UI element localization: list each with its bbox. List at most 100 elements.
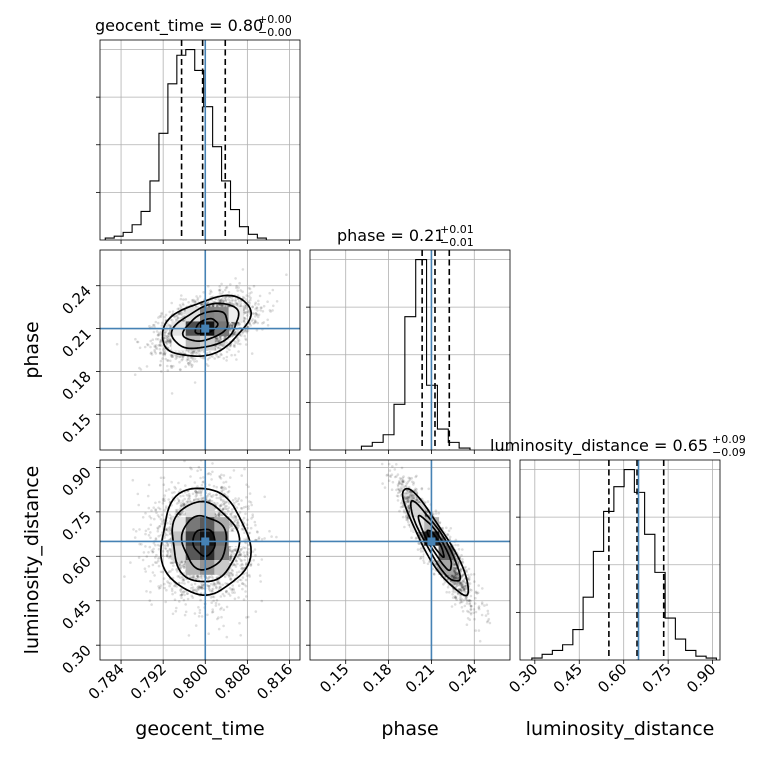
- sample-point: [198, 611, 202, 614]
- sample-point: [253, 320, 257, 323]
- sample-point: [181, 513, 184, 516]
- sample-point: [260, 306, 263, 310]
- sample-point: [159, 363, 162, 367]
- sample-point: [163, 586, 166, 590]
- sample-point: [212, 304, 215, 308]
- truth-marker-geocent_time-vs-phase: [201, 324, 210, 333]
- sample-point: [212, 584, 215, 587]
- sample-point: [191, 596, 195, 599]
- panel-layer: 0.30 0.45 0.60 0.75 0.900.150.180.210.240.78…: [58, 39, 721, 703]
- sample-point: [224, 299, 228, 303]
- sample-point: [275, 535, 278, 539]
- sample-point: [176, 316, 180, 320]
- sample-point: [246, 526, 249, 530]
- sample-point: [228, 301, 232, 305]
- sample-point: [212, 595, 216, 599]
- sample-point: [180, 504, 183, 507]
- sample-point: [193, 582, 197, 586]
- sample-point: [198, 353, 201, 356]
- sample-point: [194, 589, 198, 592]
- sample-point: [260, 599, 264, 603]
- sample-point: [149, 531, 152, 534]
- sample-point: [153, 348, 156, 352]
- sample-point: [196, 469, 199, 473]
- sample-point: [183, 513, 186, 516]
- sample-point: [232, 332, 236, 336]
- sample-point: [216, 337, 220, 340]
- frame-geocent_time-vs-phase: [99, 249, 301, 451]
- sample-point: [228, 574, 231, 577]
- hist-panel-geocent_time: [100, 40, 300, 240]
- sample-point: [230, 554, 233, 558]
- sample-point: [275, 300, 279, 303]
- sample-point: [200, 615, 204, 618]
- sample-point: [172, 564, 175, 567]
- sample-point: [168, 324, 171, 327]
- sample-point: [146, 494, 150, 498]
- sample-point: [208, 498, 212, 502]
- sample-point: [208, 575, 211, 579]
- sample-point: [156, 514, 160, 517]
- sample-point: [250, 319, 253, 323]
- sample-point: [243, 305, 246, 308]
- sample-point: [196, 298, 199, 302]
- sample-point: [201, 498, 204, 501]
- sample-point: [224, 298, 228, 302]
- sample-point: [244, 343, 248, 346]
- sample-point: [201, 303, 204, 306]
- sample-point: [183, 562, 186, 566]
- sample-point: [238, 551, 241, 554]
- sample-point: [162, 476, 166, 480]
- sample-point: [266, 300, 269, 304]
- sample-point: [268, 529, 271, 533]
- sample-point: [191, 358, 195, 361]
- sample-point: [167, 332, 170, 336]
- sample-point: [166, 364, 169, 368]
- sample-point: [192, 298, 195, 302]
- sample-point: [199, 586, 203, 590]
- sample-point: [230, 334, 234, 338]
- sample-point: [227, 490, 231, 493]
- xtick-label-luminosity_distance-1: 0.45: [550, 660, 586, 696]
- sample-point: [219, 338, 222, 342]
- sample-point: [187, 361, 190, 365]
- sample-point: [231, 323, 234, 327]
- sample-point: [231, 324, 235, 327]
- sample-point: [218, 285, 221, 288]
- sample-point: [199, 586, 202, 590]
- sample-point: [217, 304, 220, 307]
- title-geocent-time-plus: +0.00: [258, 13, 292, 26]
- sample-point: [223, 297, 227, 301]
- sample-point: [244, 590, 247, 593]
- sample-point: [194, 495, 198, 498]
- sample-point: [169, 561, 173, 564]
- sample-point: [179, 488, 182, 491]
- sample-point: [158, 343, 162, 347]
- sample-point: [232, 549, 235, 552]
- sample-point: [246, 325, 250, 329]
- sample-point: [228, 548, 232, 552]
- sample-point: [244, 584, 248, 588]
- sample-point: [168, 337, 172, 341]
- sample-point: [178, 303, 182, 307]
- sample-point: [175, 314, 179, 318]
- sample-point: [215, 304, 219, 307]
- sample-point: [247, 543, 250, 547]
- sample-point: [182, 579, 185, 582]
- sample-point: [181, 592, 184, 596]
- sample-point: [190, 351, 193, 355]
- sample-point: [143, 567, 147, 570]
- sample-point: [161, 497, 165, 501]
- sample-point: [241, 576, 245, 579]
- sample-point: [244, 305, 248, 308]
- sample-point: [180, 358, 183, 362]
- sample-point: [202, 302, 205, 306]
- sample-point: [229, 559, 233, 562]
- sample-point: [236, 499, 240, 503]
- sample-point: [148, 324, 151, 328]
- sample-point: [208, 356, 211, 360]
- sample-point: [154, 537, 158, 540]
- sample-point: [150, 603, 153, 606]
- sample-point: [195, 352, 198, 355]
- sample-point: [200, 483, 204, 487]
